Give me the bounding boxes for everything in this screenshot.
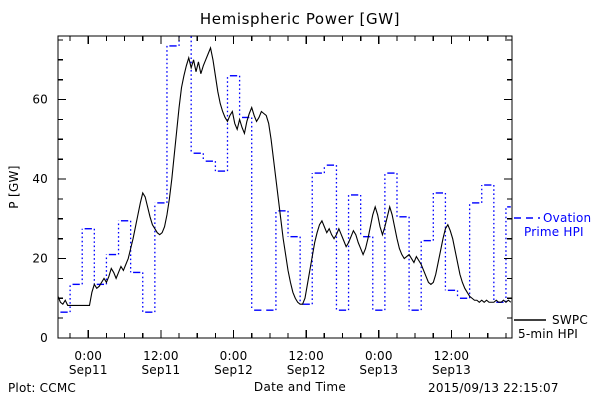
x-tick-date: Sep12 bbox=[214, 363, 253, 377]
y-tick-label: 20 bbox=[32, 252, 48, 266]
page-title: Hemispheric Power [GW] bbox=[200, 10, 400, 28]
x-axis-tick-labels: 0:00Sep1112:00Sep110:00Sep1212:00Sep120:… bbox=[69, 349, 471, 377]
x-tick-date: Sep13 bbox=[359, 363, 398, 377]
swpc-line bbox=[58, 46, 512, 306]
legend-ovation-label-2: Prime HPI bbox=[524, 225, 584, 239]
ovation-prime-series bbox=[60, 36, 511, 313]
plot-frame bbox=[57, 35, 513, 339]
x-tick-date: Sep11 bbox=[141, 363, 180, 377]
y-axis-tick-labels: 0 20 40 60 bbox=[32, 93, 48, 345]
x-tick-date: Sep13 bbox=[432, 363, 471, 377]
y-tick-label: 0 bbox=[40, 331, 48, 345]
legend-ovation-label-1: Ovation bbox=[543, 211, 591, 225]
y-tick-label: 40 bbox=[32, 172, 48, 186]
legend-swpc-label-2: 5-min HPI bbox=[518, 327, 578, 341]
x-tick-time: 0:00 bbox=[74, 349, 102, 363]
axis-ticks bbox=[58, 36, 512, 339]
footer-timestamp: 2015/09/13 22:15:07 bbox=[428, 381, 559, 395]
footer-plot-credit: Plot: CCMC bbox=[8, 381, 76, 395]
swpc-series bbox=[58, 46, 512, 306]
x-tick-date: Sep11 bbox=[69, 363, 108, 377]
x-tick-time: 12:00 bbox=[143, 349, 179, 363]
x-axis-label: Date and Time bbox=[254, 380, 346, 394]
x-tick-time: 0:00 bbox=[365, 349, 393, 363]
x-tick-date: Sep12 bbox=[287, 363, 326, 377]
x-tick-time: 12:00 bbox=[288, 349, 324, 363]
x-tick-time: 0:00 bbox=[220, 349, 248, 363]
y-axis-label: P [GW] bbox=[7, 165, 21, 208]
y-tick-label: 60 bbox=[32, 93, 48, 107]
x-tick-time: 12:00 bbox=[434, 349, 470, 363]
legend-swpc-label-1: SWPC bbox=[552, 313, 588, 327]
legend: Ovation Prime HPI SWPC 5-min HPI bbox=[514, 211, 591, 341]
